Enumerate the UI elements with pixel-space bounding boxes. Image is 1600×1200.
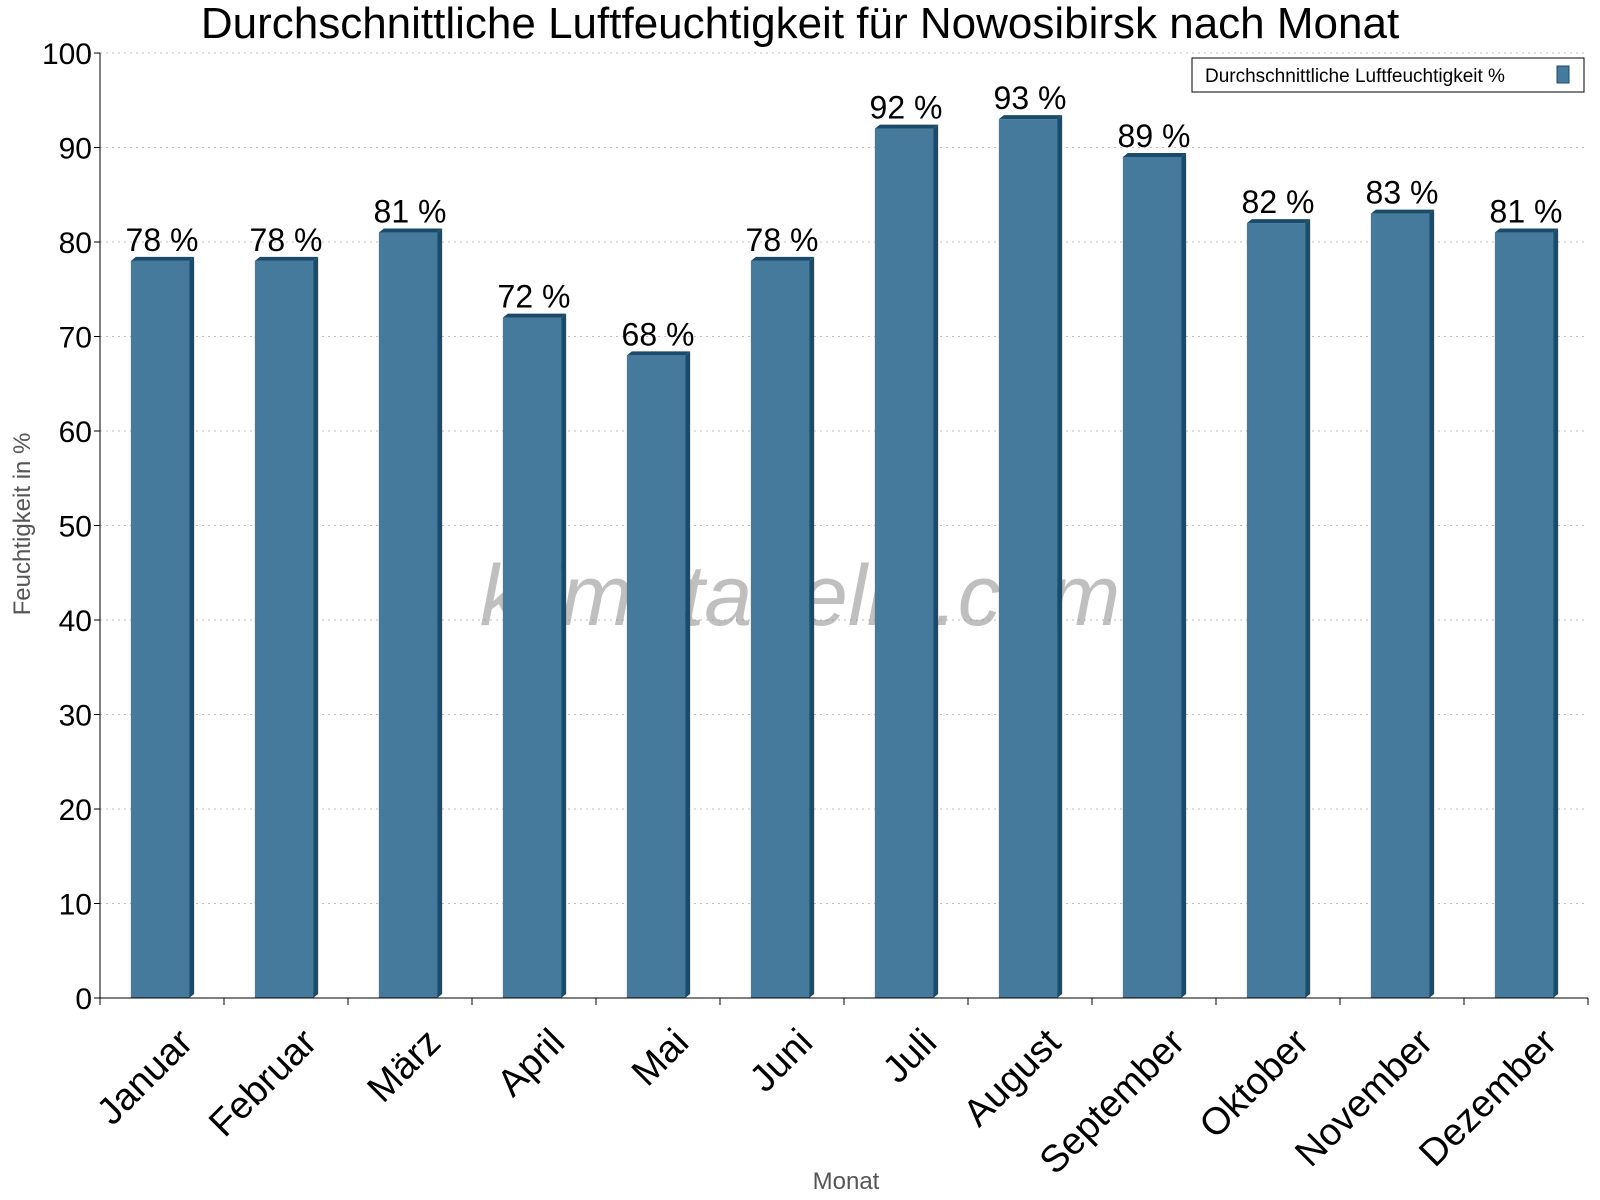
bar-side [933, 124, 939, 999]
bar-front [130, 260, 190, 998]
bar-side [809, 256, 815, 998]
bar-top [626, 351, 691, 356]
bar-side [561, 313, 567, 999]
legend-label: Durchschnittliche Luftfeuchtigkeit % [1205, 66, 1505, 87]
bar-side [1305, 219, 1311, 999]
y-tick-label: 20 [59, 794, 92, 827]
bar-front [378, 232, 438, 999]
x-tick-label: August [956, 1021, 1070, 1135]
bar-top [1246, 219, 1311, 224]
x-tick-label: April [490, 1021, 573, 1104]
bar [998, 115, 1063, 998]
data-label: 72 % [498, 279, 571, 315]
data-label: 81 % [1490, 194, 1563, 230]
bars [130, 115, 1559, 999]
bar-top [1122, 152, 1187, 157]
bar-side [1553, 228, 1559, 999]
x-tick-label: Oktober [1192, 1021, 1318, 1147]
bar [626, 351, 691, 998]
bar [1370, 209, 1435, 998]
data-label: 68 % [622, 316, 695, 352]
bar-top [130, 256, 195, 261]
y-tick-labels: 0 10 20 30 40 50 60 70 80 90 100 [42, 38, 92, 1016]
bar-front [254, 260, 314, 998]
bar [130, 256, 195, 998]
y-tick-label: 40 [59, 605, 92, 638]
y-tick-label: 50 [59, 511, 92, 544]
bar-front [750, 260, 810, 998]
bar-front [1246, 223, 1306, 999]
x-tick-labels: Januar Februar März April Mai Juni Juli AugustS… [89, 1021, 1565, 1182]
y-tick-label: 0 [75, 983, 92, 1016]
gridlines [100, 52, 1588, 904]
bar-top [874, 124, 939, 129]
bar-side [1429, 209, 1435, 998]
x-tick-label: März [360, 1021, 449, 1110]
bar [1122, 152, 1187, 998]
bar [254, 256, 319, 998]
data-label: 81 % [374, 194, 447, 230]
bar-top [502, 313, 567, 318]
y-axis-title: Feuchtigkeit in % [9, 433, 36, 616]
data-label: 93 % [994, 80, 1067, 116]
bar-front [874, 128, 934, 999]
legend-box [1191, 57, 1585, 93]
y-tick-label: 30 [59, 700, 92, 733]
x-tick-label: Juli [875, 1021, 945, 1091]
data-label: 89 % [1118, 118, 1191, 154]
x-tick-label: Februar [201, 1021, 325, 1145]
bar-top [254, 256, 319, 261]
x-axis-title: Monat [813, 1168, 880, 1195]
data-label: 78 % [746, 222, 819, 258]
y-tick-label: 100 [42, 38, 92, 71]
data-label: 78 % [126, 222, 199, 258]
bar-side [685, 351, 691, 998]
x-tick-label: Januar [89, 1021, 201, 1133]
bar-side [313, 256, 319, 998]
data-label: 92 % [870, 90, 943, 126]
bar-front [1370, 213, 1430, 998]
y-tick-label: 80 [59, 227, 92, 260]
bar-front [502, 317, 562, 999]
legend: Durchschnittliche Luftfeuchtigkeit % [1191, 57, 1585, 93]
y-tick-label: 10 [59, 889, 92, 922]
bar-front [626, 355, 686, 998]
bar-front [998, 119, 1058, 998]
bar [502, 313, 567, 999]
bar-front [1494, 232, 1554, 999]
data-labels: 78 % 78 % 81 % 72 % 68 % 78 % 92 % 93 % 89 % 82 %… [126, 80, 1563, 352]
x-tick-label: Mai [624, 1021, 697, 1094]
bar [378, 228, 443, 999]
bar-top [1370, 209, 1435, 214]
bar-top [378, 228, 443, 233]
data-label: 78 % [250, 222, 323, 258]
x-tick-label: Dezember [1411, 1021, 1565, 1175]
bar [1246, 219, 1311, 999]
data-label: 83 % [1366, 175, 1439, 211]
data-label: 82 % [1242, 184, 1315, 220]
bar-top [1494, 228, 1559, 233]
bar-side [1057, 115, 1063, 998]
bar [1494, 228, 1559, 999]
legend-swatch [1556, 65, 1570, 84]
x-tick-label: Juni [742, 1021, 821, 1100]
bar-side [437, 228, 443, 999]
axes [94, 52, 1589, 1005]
bar [750, 256, 815, 998]
bar-front [1122, 156, 1182, 998]
y-tick-label: 70 [59, 322, 92, 355]
bar-side [1181, 152, 1187, 998]
bar-top [750, 256, 815, 261]
bar-side [189, 256, 195, 998]
bar-top [998, 115, 1063, 120]
y-tick-label: 60 [59, 416, 92, 449]
chart-title: Durchschnittliche Luftfeuchtigkeit für N… [201, 0, 1399, 48]
bar [874, 124, 939, 999]
y-tick-label: 90 [59, 133, 92, 166]
